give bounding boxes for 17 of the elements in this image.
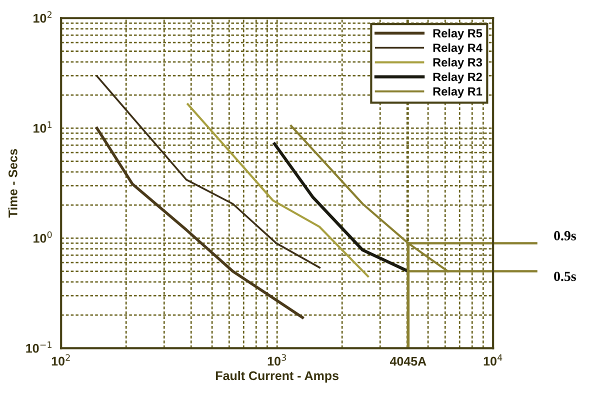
ref-line-label: 0.5s (554, 272, 576, 282)
y-tick-label: 10$^{−1}$ (26, 341, 52, 353)
x-tick-label: 10$^{2}$ (52, 354, 70, 366)
legend-label: Relay R3 (433, 58, 482, 69)
x-tick-label: 10$^{4}$ (484, 354, 502, 366)
legend-label: Relay R1 (433, 86, 482, 98)
ref-line-label: 0.9s (554, 231, 576, 240)
x-tick-label: 10$^{3}$ (268, 354, 286, 366)
ref-line-label: 4045A (390, 356, 426, 366)
x-axis-title: Fault Current - Amps (216, 370, 338, 383)
y-tick-label: 10$^{2}$ (34, 11, 52, 23)
legend-label: Relay R4 (433, 43, 482, 54)
y-tick-label: 10$^{0}$ (34, 231, 52, 243)
legend-label: Relay R2 (433, 72, 482, 84)
legend-label: Relay R5 (433, 28, 482, 40)
y-tick-label: 10$^{1}$ (34, 121, 52, 133)
y-axis-title: Time - Secs (8, 149, 18, 218)
